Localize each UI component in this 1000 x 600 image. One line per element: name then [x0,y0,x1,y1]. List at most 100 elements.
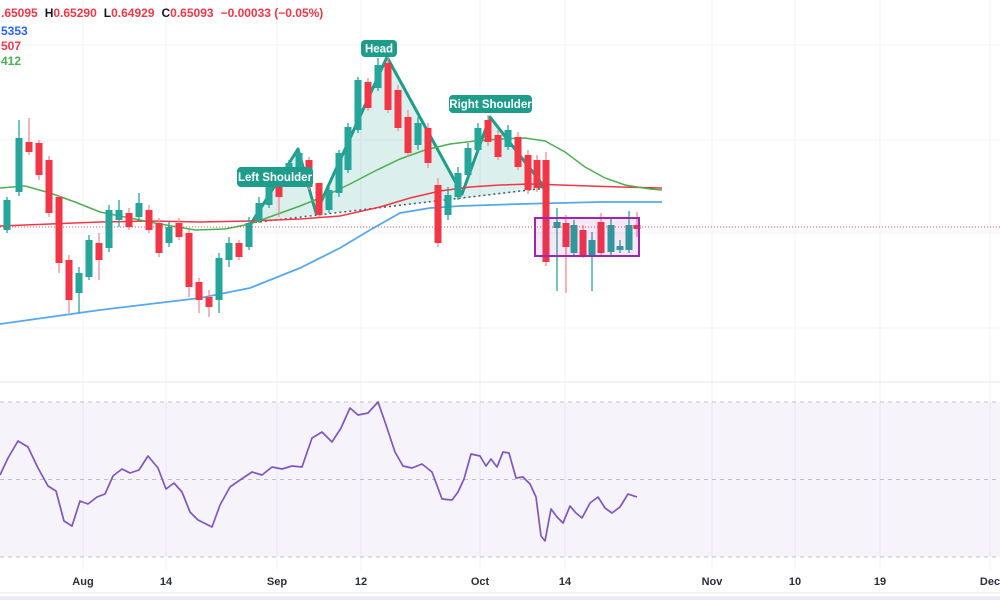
candle-body [404,117,412,153]
pattern-label-badge[interactable]: Left Shoulder [237,167,313,187]
gridlines [0,0,1000,570]
candle-body [374,65,382,88]
candle-body [325,190,333,210]
candle-body [195,282,203,300]
ohlc-high-value: 0.65290 [53,6,97,20]
pattern-label-badge[interactable]: Right Shoulder [449,95,532,113]
candle-body [3,200,11,230]
x-axis-label: 12 [354,576,368,588]
candle-body [295,153,303,170]
ma-value-green: 412 [1,54,22,68]
ohlc-open-value: .65095 [1,6,38,20]
ma-value-red: 507 [1,39,22,53]
rsi-level-lines [0,401,1000,558]
pattern-label-badge[interactable]: Head [361,40,397,57]
candle-body [15,138,23,192]
ohlc-low-key: L [103,6,112,20]
ohlc-low-value: 0.64929 [111,6,155,20]
candle-body [235,243,243,257]
candle-body [95,243,103,260]
candle-body [524,155,532,190]
time-axis[interactable]: Aug 14 Sep 12 Oct 14 Nov 10 19 Dec [0,574,1000,594]
candle-body [255,203,263,220]
ma-line-red [0,183,663,227]
candle-body [105,210,113,248]
pattern-label-text: Head [365,44,393,56]
candle-body [175,223,183,237]
ohlc-legend: .65095 H0.65290 L0.64929 C0.65093 −0.00033 (… [1,7,330,67]
pattern-labels: Left Shoulder Head Right Shoulder [237,40,532,187]
ohlc-close-value: 0.65093 [170,6,214,20]
candle-body [625,225,633,250]
x-axis-label: 14 [558,576,572,588]
candle-body [504,130,512,147]
candle-body [165,227,173,243]
x-axis-label: Dec [979,576,1000,588]
candle-body [65,260,73,300]
bottom-strip [0,596,1000,600]
candle-body [145,210,153,230]
candle-body [444,195,452,215]
candle-body [384,63,392,110]
candle-body [474,128,482,150]
ma-line-green [0,137,663,231]
candle-body [533,160,541,188]
x-axis-label: Sep [266,576,288,588]
pattern-label-text: Right Shoulder [449,99,532,111]
x-axis-label: 19 [873,576,887,588]
ma-line-blue [0,201,662,325]
ohlc-row: .65095 H0.65290 L0.64929 C0.65093 −0.00033 (… [1,7,330,19]
candle-body [185,233,193,287]
candle-body [484,120,492,142]
candle-body [553,222,561,228]
candle-body [155,223,163,253]
x-axis-label: Oct [470,576,490,588]
candles-layer [3,55,641,317]
candle-body [597,222,605,253]
ohlc-high-key: H [44,6,54,20]
ohlc-change-value: −0.00033 (−0.05%) [220,6,324,20]
candle-body [607,225,615,252]
candle-body [135,203,143,217]
ohlc-close-key: C [161,6,171,20]
candle-body [205,297,213,307]
candle-body [616,246,624,250]
candle-body [394,90,402,128]
candle-body [542,160,550,262]
candle-body [55,197,63,263]
x-axis-label: 10 [788,576,802,588]
candle-body [434,185,442,243]
candle-body [424,128,432,163]
candle-body [315,183,323,215]
x-axis-label: Aug [72,576,94,588]
candle-body [265,173,273,205]
candle-body [245,223,253,247]
candle-body [344,127,352,170]
candle-body [85,240,93,277]
candle-body [579,230,587,255]
candle-body [514,137,522,167]
candle-body [354,80,362,130]
candle-body [115,210,123,220]
candle-body [494,135,502,157]
candle-body [464,148,472,175]
x-axis-label: Nov [701,576,723,588]
candle-body [25,142,33,152]
consolidation-box[interactable] [534,217,640,257]
x-axis-label: 14 [159,576,173,588]
candle-body [364,82,372,108]
pattern-fill [252,57,546,222]
candle-body [35,143,43,175]
candle-body [335,153,343,193]
candle-body [75,273,83,293]
candle-body [588,240,596,255]
candle-body [454,173,462,197]
candle-body [125,213,133,227]
candle-body [225,243,233,260]
candle-body [414,123,422,145]
candle-body [45,160,53,213]
candle-body [562,223,570,247]
candle-body [275,180,283,197]
